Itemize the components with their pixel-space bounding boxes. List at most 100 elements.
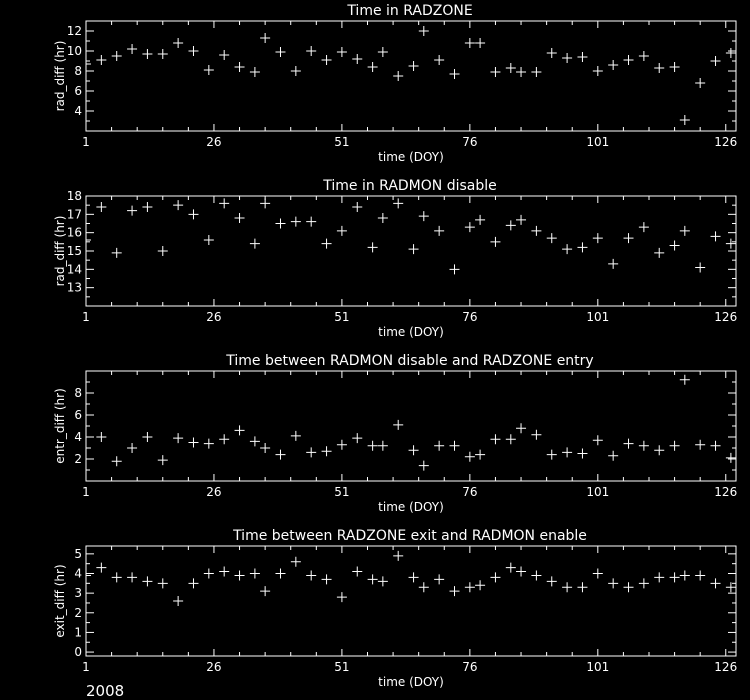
- data-point: [531, 67, 542, 77]
- plot-frame: [85, 370, 737, 482]
- data-point: [449, 440, 460, 451]
- x-tick-label: 51: [334, 485, 349, 499]
- data-point: [203, 235, 214, 245]
- data-point: [203, 65, 214, 75]
- data-point: [188, 209, 199, 220]
- data-point: [203, 568, 214, 579]
- data-point: [592, 233, 603, 244]
- data-series: [86, 550, 736, 606]
- data-point: [531, 225, 542, 236]
- data-point: [290, 66, 301, 76]
- x-axis-label: time (DOY): [378, 675, 444, 689]
- data-point: [418, 582, 429, 593]
- chart-title: Time in RADZONE: [346, 3, 472, 19]
- data-point: [188, 437, 199, 448]
- data-point: [531, 570, 542, 581]
- y-axis-label: rad_diff (hr): [53, 41, 67, 112]
- chart-panel-2: Time in RADMON disable time (DOY) rad_diff…: [53, 178, 737, 339]
- data-point: [219, 50, 230, 60]
- data-point: [608, 578, 619, 589]
- data-point: [475, 449, 486, 460]
- data-point: [577, 242, 588, 253]
- data-point: [157, 49, 168, 59]
- y-tick-label: 17: [67, 207, 82, 221]
- data-point: [142, 576, 153, 587]
- data-series: [86, 198, 736, 275]
- data-point: [669, 440, 680, 451]
- data-point: [669, 62, 680, 72]
- data-point: [638, 222, 649, 233]
- data-point: [449, 69, 460, 79]
- data-point: [562, 53, 573, 63]
- chart-title: Time between RADMON disable and RADZONE …: [225, 353, 593, 369]
- data-point: [86, 59, 91, 69]
- x-tick-label: 51: [334, 660, 349, 674]
- data-point: [377, 213, 388, 223]
- data-point: [173, 200, 184, 211]
- data-point: [577, 52, 588, 62]
- data-point: [336, 225, 347, 236]
- x-tick-label: 101: [586, 485, 609, 499]
- data-point: [290, 216, 301, 227]
- x-tick-label: 1: [82, 485, 90, 499]
- data-point: [592, 568, 603, 579]
- x-tick-label: 76: [462, 660, 477, 674]
- data-point: [725, 452, 736, 463]
- data-point: [434, 55, 445, 65]
- y-tick-label: 3: [74, 586, 82, 600]
- data-point: [710, 578, 721, 589]
- data-point: [608, 60, 619, 70]
- y-tick-label: 0: [74, 645, 82, 659]
- data-point: [490, 434, 501, 445]
- x-tick-label: 101: [586, 310, 609, 324]
- data-point: [562, 244, 573, 255]
- data-point: [352, 54, 363, 64]
- x-axis-label: time (DOY): [378, 325, 444, 339]
- data-point: [321, 55, 332, 65]
- data-point: [234, 213, 245, 223]
- data-point: [393, 550, 404, 561]
- data-point: [306, 570, 317, 581]
- data-point: [408, 445, 419, 456]
- y-tick-label: 13: [67, 281, 82, 295]
- x-tick-label: 126: [714, 310, 737, 324]
- x-tick-label: 51: [334, 310, 349, 324]
- data-point: [173, 433, 184, 444]
- data-point: [505, 562, 516, 573]
- data-point: [562, 582, 573, 593]
- data-point: [290, 556, 301, 567]
- data-point: [710, 440, 721, 451]
- data-point: [393, 71, 404, 81]
- data-point: [111, 456, 122, 467]
- data-point: [562, 447, 573, 458]
- data-point: [234, 425, 245, 436]
- data-point: [173, 596, 184, 606]
- data-point: [352, 566, 363, 577]
- plot-frame: [85, 195, 737, 307]
- data-point: [96, 55, 107, 65]
- x-axis-label: time (DOY): [378, 150, 444, 164]
- data-point: [679, 374, 690, 385]
- data-point: [592, 66, 603, 76]
- data-point: [127, 443, 138, 453]
- data-point: [741, 447, 750, 457]
- data-point: [96, 562, 107, 573]
- data-point: [260, 443, 271, 453]
- data-point: [464, 38, 475, 48]
- data-point: [336, 47, 347, 57]
- y-tick-label: 18: [67, 189, 82, 203]
- chart-title: Time between RADZONE exit and RADMON ena…: [232, 528, 587, 544]
- data-point: [142, 202, 153, 212]
- data-point: [623, 438, 634, 449]
- data-point: [654, 572, 665, 583]
- data-point: [710, 56, 721, 66]
- data-point: [546, 576, 557, 587]
- data-point: [275, 47, 286, 57]
- data-point: [306, 447, 317, 458]
- data-point: [505, 220, 516, 231]
- data-point: [695, 262, 706, 273]
- x-tick-label: 76: [462, 135, 477, 149]
- y-tick-label: 15: [67, 244, 82, 258]
- data-point: [464, 222, 475, 233]
